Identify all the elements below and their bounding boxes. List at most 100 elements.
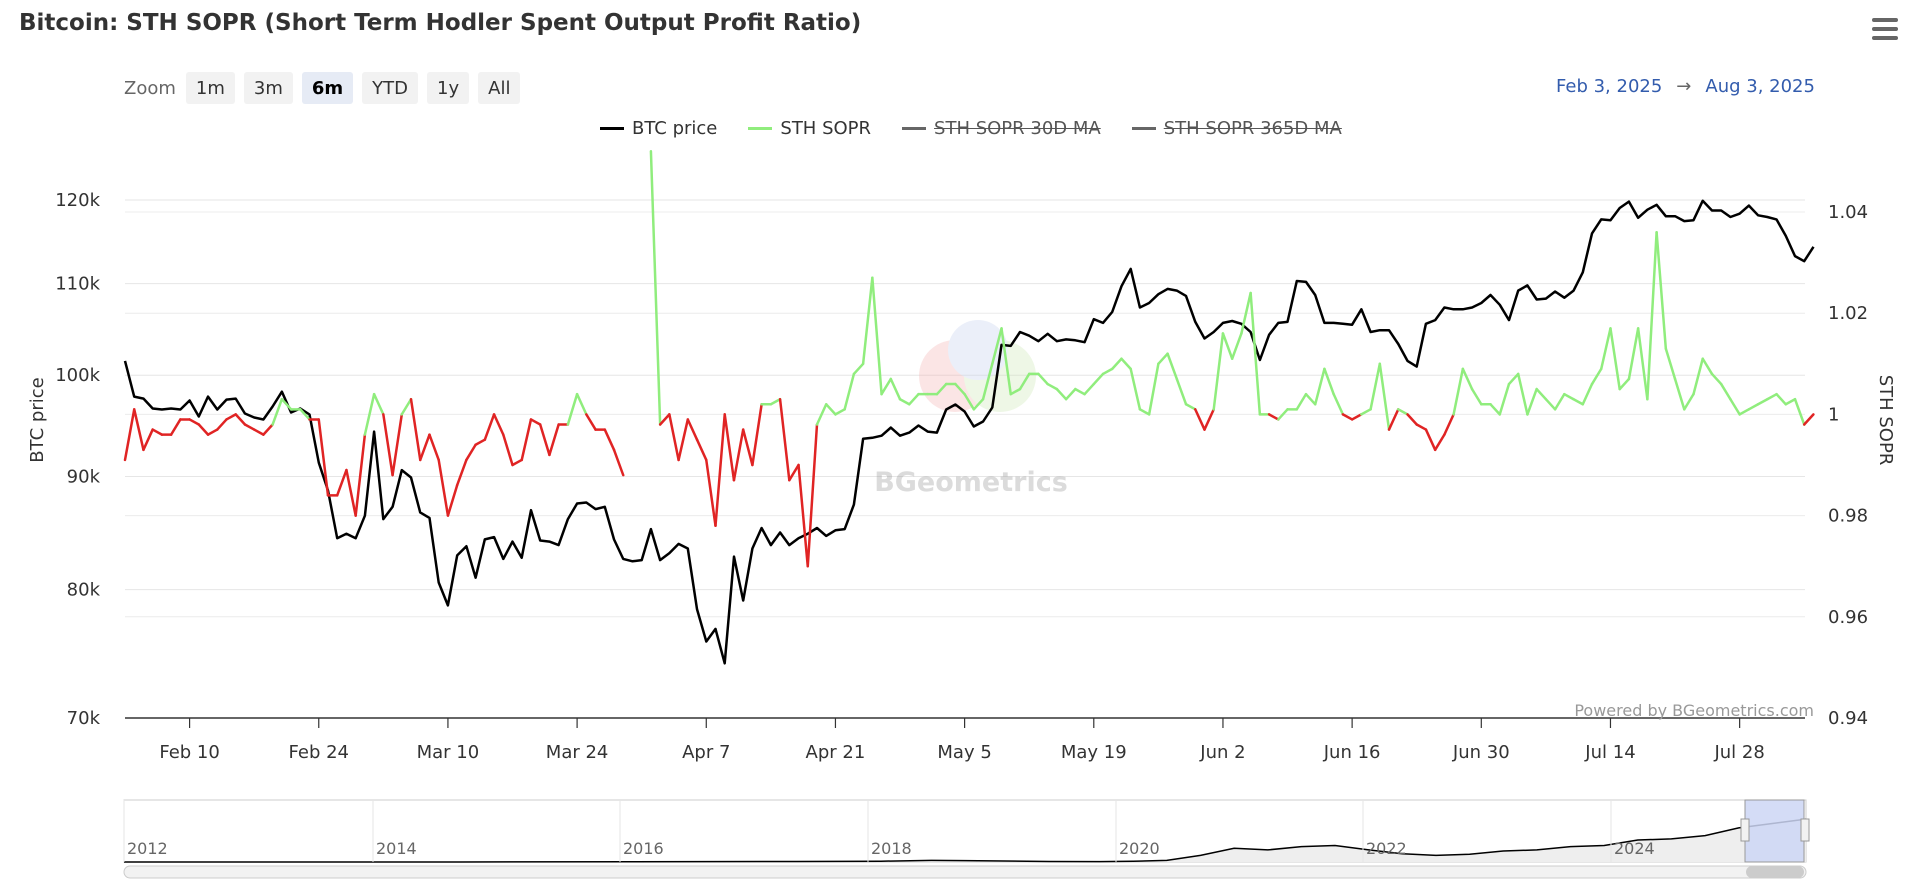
zoom-1m-button[interactable]: 1m bbox=[185, 72, 235, 104]
legend-label: BTC price bbox=[632, 118, 718, 139]
legend-item-btc-price[interactable]: BTC price bbox=[600, 118, 717, 139]
sth-sopr-segment bbox=[271, 397, 284, 426]
y-right-tick-label: 0.96 bbox=[1828, 607, 1868, 628]
navigator-left-handle bbox=[1740, 818, 1750, 842]
sth-sopr-segment bbox=[409, 397, 422, 462]
sth-sopr-segment bbox=[991, 327, 1003, 366]
sth-sopr-segment bbox=[1249, 291, 1262, 416]
sth-sopr-segment bbox=[1147, 362, 1160, 416]
sth-sopr-segment bbox=[1212, 332, 1225, 411]
sth-sopr-segment bbox=[1636, 327, 1649, 401]
legend: BTC price STH SOPR STH SOPR 30D MA STH S… bbox=[600, 118, 1373, 139]
x-tick-label: Jun 2 bbox=[1199, 742, 1245, 763]
sth-sopr-segment bbox=[1009, 387, 1022, 396]
sth-sopr-segment bbox=[280, 397, 293, 411]
sth-sopr-segment bbox=[954, 382, 966, 396]
zoom-6m-button[interactable]: 6m bbox=[301, 72, 354, 104]
navigator-line bbox=[124, 818, 1807, 863]
navigator-selected-range bbox=[1744, 799, 1805, 863]
credits[interactable]: Powered by BGeometrics.com bbox=[1574, 701, 1814, 720]
sth-sopr-segment bbox=[972, 397, 985, 411]
sth-sopr-segment bbox=[132, 408, 145, 452]
sth-sopr-segment bbox=[382, 413, 394, 477]
legend-symbol bbox=[902, 127, 927, 130]
sth-sopr-segment bbox=[723, 413, 736, 482]
sth-sopr-segment bbox=[1424, 428, 1437, 452]
sth-sopr-segment bbox=[1350, 413, 1363, 421]
sth-sopr-segment bbox=[1443, 413, 1455, 436]
sth-sopr-segment bbox=[345, 468, 357, 517]
sth-sopr-segment bbox=[1397, 408, 1409, 416]
zoom-3m-button[interactable]: 3m bbox=[243, 72, 293, 104]
sth-sopr-segment bbox=[225, 413, 237, 421]
sth-sopr-segment bbox=[1535, 387, 1548, 401]
sth-sopr-segment bbox=[1655, 230, 1668, 350]
sth-sopr-segment bbox=[1046, 382, 1059, 391]
zoom-ytd-button[interactable]: YTD bbox=[362, 72, 419, 104]
navigator[interactable]: 2012 2014 2016 2018 2020 2022 2024 bbox=[123, 799, 1810, 879]
legend-item-sth-sopr[interactable]: STH SOPR bbox=[748, 118, 871, 139]
legend-item-sth-sopr-365d-ma[interactable]: STH SOPR 365D MA bbox=[1131, 118, 1342, 139]
y-left-tick-label: 70k bbox=[67, 708, 101, 729]
sth-sopr-segment bbox=[1101, 367, 1114, 376]
sth-sopr-segment bbox=[262, 423, 274, 436]
sth-sopr-segment bbox=[372, 392, 385, 416]
sth-sopr-segment bbox=[1784, 397, 1797, 406]
zoom-1y-button[interactable]: 1y bbox=[427, 72, 470, 104]
date-range: Feb 3, 2025 → Aug 3, 2025 bbox=[1556, 76, 1815, 97]
watermark-logo-green bbox=[964, 340, 1036, 412]
sth-sopr-segment bbox=[1110, 357, 1123, 371]
sth-sopr-segment bbox=[1037, 372, 1049, 386]
sth-sopr-segment bbox=[1775, 392, 1788, 406]
sth-sopr-segment bbox=[418, 433, 431, 462]
sth-sopr-segment bbox=[908, 392, 920, 406]
sth-sopr-segment bbox=[1793, 397, 1806, 426]
range-from-input[interactable]: Feb 3, 2025 bbox=[1556, 76, 1663, 97]
sth-sopr-segment bbox=[188, 418, 201, 426]
sth-sopr-segment bbox=[1129, 367, 1142, 411]
sth-sopr-segment bbox=[1599, 327, 1612, 371]
zoom-all-button[interactable]: All bbox=[478, 72, 521, 104]
sth-sopr-segment bbox=[511, 458, 523, 467]
sth-sopr-segment bbox=[981, 362, 994, 401]
sth-sopr-segment bbox=[1295, 392, 1308, 411]
y-right-tick-label: 1 bbox=[1828, 404, 1839, 425]
legend-item-sth-sopr-30d-ma[interactable]: STH SOPR 30D MA bbox=[902, 118, 1101, 139]
sth-sopr-segment bbox=[474, 438, 487, 447]
btc-price-line bbox=[123, 199, 1815, 665]
sth-sopr-segment bbox=[1018, 372, 1031, 391]
sth-sopr-segment bbox=[234, 413, 247, 426]
navigator-tick-label: 2016 bbox=[623, 839, 664, 858]
sth-sopr-segment bbox=[1221, 332, 1234, 360]
sth-sopr-segment bbox=[1507, 372, 1520, 386]
sth-sopr-segment bbox=[142, 428, 154, 452]
x-tick-label: Jun 30 bbox=[1452, 742, 1510, 763]
sth-sopr-segment bbox=[1627, 327, 1640, 381]
sth-sopr-segment bbox=[520, 418, 533, 462]
sth-sopr-segment bbox=[1590, 367, 1603, 386]
sth-sopr-segment bbox=[898, 397, 911, 406]
sth-sopr-segment bbox=[1756, 397, 1769, 406]
legend-label: STH SOPR bbox=[780, 118, 872, 139]
sth-sopr-segment bbox=[206, 428, 219, 436]
series bbox=[123, 150, 1815, 665]
x-tick-label: Feb 10 bbox=[159, 742, 220, 763]
sth-sopr-segment bbox=[1470, 387, 1483, 406]
hamburger-menu-icon[interactable] bbox=[1872, 18, 1898, 40]
sth-sopr-segment bbox=[1055, 387, 1068, 401]
sth-sopr-segment bbox=[1452, 367, 1465, 416]
sth-sopr-segment bbox=[1710, 372, 1723, 386]
sth-sopr-segment bbox=[1683, 392, 1695, 411]
sth-sopr-segment bbox=[299, 408, 311, 421]
sth-sopr-segment bbox=[1461, 367, 1474, 391]
sth-sopr-segment bbox=[566, 392, 579, 426]
sth-sopr-segment bbox=[1489, 403, 1502, 416]
range-to-input[interactable]: Aug 3, 2025 bbox=[1705, 76, 1815, 97]
sth-sopr-segment bbox=[1387, 408, 1400, 431]
sth-sopr-segment bbox=[963, 392, 976, 411]
sth-sopr-segment bbox=[492, 413, 505, 436]
sth-sopr-segment bbox=[1092, 372, 1105, 386]
y-left-tick-label: 80k bbox=[67, 580, 101, 601]
y-left-tick-label: 90k bbox=[67, 466, 101, 487]
